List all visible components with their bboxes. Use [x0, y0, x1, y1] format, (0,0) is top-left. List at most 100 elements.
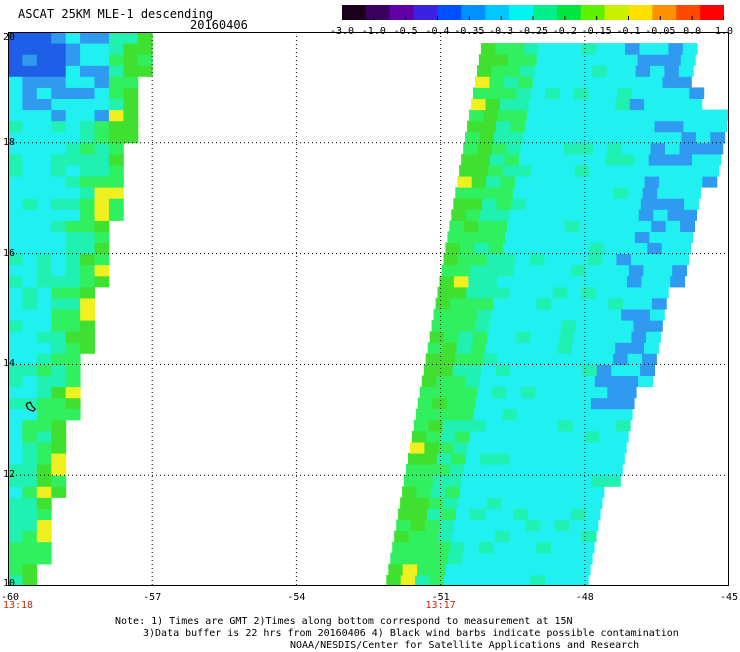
- swath-cell: [496, 442, 512, 454]
- swath-cell: [22, 353, 38, 365]
- swath-cell: [587, 497, 603, 509]
- swath-cell: [65, 253, 81, 266]
- swath-cell: [514, 342, 530, 354]
- swath-cell: [601, 419, 617, 432]
- swath-cell: [462, 552, 478, 565]
- swath-cell: [572, 419, 588, 432]
- swath-cell: [602, 87, 618, 99]
- swath-cell: [478, 220, 494, 232]
- swath-cell: [488, 242, 504, 255]
- swath-cell: [489, 397, 505, 410]
- swath-cell: [611, 120, 627, 133]
- swath-cell: [558, 497, 574, 509]
- swath-cell: [652, 131, 668, 144]
- swath-cell: [566, 453, 582, 465]
- swath-cell: [555, 353, 571, 365]
- swath-cell: [625, 43, 640, 55]
- swath-cell: [108, 142, 124, 155]
- swath-cell: [65, 98, 81, 111]
- swath-cell: [590, 320, 606, 332]
- swath-cell: [435, 297, 451, 310]
- swath-cell: [108, 65, 124, 77]
- swath-cell: [489, 320, 505, 332]
- swath-cell: [36, 541, 52, 554]
- swath-cell: [488, 486, 504, 498]
- swath-cell: [386, 574, 402, 586]
- swath-cell: [553, 43, 568, 55]
- swath-cell: [424, 442, 440, 454]
- swath-cell: [568, 442, 584, 454]
- swath-cell: [554, 275, 570, 288]
- swath-cell: [8, 397, 23, 410]
- swath-cell: [581, 286, 597, 299]
- swath-cell: [439, 519, 455, 532]
- swath-cell: [591, 231, 607, 243]
- swath-cell: [51, 442, 67, 454]
- swath-cell: [8, 242, 23, 255]
- swath-cell: [626, 198, 642, 210]
- swath-cell: [137, 54, 153, 66]
- swath-cell: [632, 242, 648, 255]
- swath-cell: [486, 176, 501, 188]
- swath-cell: [8, 209, 23, 221]
- swath-cell: [706, 153, 722, 166]
- swath-cell: [478, 54, 494, 66]
- swath-cell: [94, 43, 110, 55]
- swath-cell: [65, 142, 81, 155]
- swath-cell: [481, 120, 497, 133]
- swath-cell: [520, 552, 535, 565]
- swath-cell: [94, 198, 110, 210]
- swath-cell: [36, 176, 52, 188]
- swath-cell: [590, 76, 606, 88]
- swath-cell: [459, 165, 475, 177]
- swath-cell: [108, 120, 124, 133]
- swath-cell: [583, 519, 599, 532]
- swath-cell: [490, 231, 506, 243]
- colorbar-tick-label: -0.25: [517, 26, 549, 37]
- swath-cell: [441, 508, 457, 520]
- swath-cell: [510, 364, 526, 376]
- swath-cell: [36, 264, 52, 277]
- swath-cell: [404, 552, 420, 565]
- swath-cell: [108, 98, 124, 111]
- swath-cell: [498, 430, 514, 443]
- swath-cell: [431, 563, 447, 576]
- swath-cell: [596, 43, 612, 55]
- swath-cell: [8, 563, 23, 576]
- swath-cell: [8, 286, 23, 299]
- swath-cell: [598, 109, 614, 122]
- swath-cell: [65, 386, 81, 399]
- swath-cell: [408, 530, 424, 543]
- swath-cell: [601, 176, 617, 188]
- colorbar: [342, 5, 724, 20]
- swath-cell: [657, 187, 673, 199]
- swath-cell: [51, 187, 67, 199]
- swath-cell: [503, 486, 518, 498]
- swath-cell: [442, 342, 457, 354]
- swath-cell: [639, 286, 655, 299]
- swath-cell: [638, 375, 653, 388]
- swath-cell: [609, 131, 625, 144]
- swath-cell: [444, 331, 459, 343]
- swath-cell: [614, 264, 630, 277]
- swath-cell: [590, 397, 606, 410]
- swath-cell: [564, 220, 580, 232]
- swath-cell: [22, 198, 38, 210]
- swath-cell: [8, 198, 23, 210]
- swath-cell: [36, 220, 52, 232]
- swath-cell: [8, 65, 23, 77]
- swath-cell: [588, 87, 604, 99]
- swath-cell: [523, 453, 539, 465]
- swath-cell: [563, 552, 579, 565]
- swath-cell: [545, 408, 561, 421]
- swath-cell: [615, 419, 631, 432]
- swath-cell: [448, 309, 463, 321]
- swath-cell: [548, 231, 564, 243]
- swath-cell: [108, 153, 124, 166]
- swath-cell: [677, 153, 693, 166]
- swath-cell: [534, 309, 550, 321]
- swath-cell: [505, 65, 521, 77]
- colorbar-swatch: [437, 5, 462, 20]
- swath-cell: [22, 242, 38, 255]
- swath-cell: [535, 464, 551, 476]
